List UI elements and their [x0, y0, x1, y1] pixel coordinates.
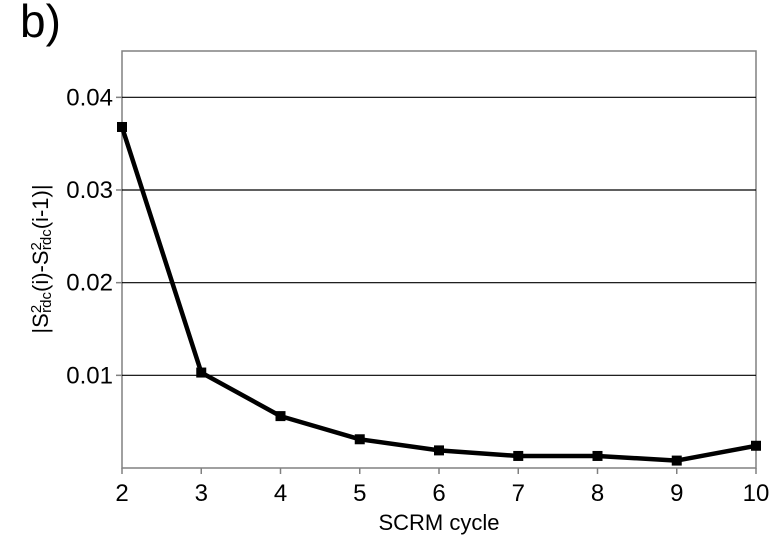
- data-point-marker: [117, 121, 127, 132]
- data-point-marker: [196, 367, 207, 378]
- y-tick-labels: 0.01 0.02 0.03 0.04: [66, 84, 113, 389]
- data-point-marker: [671, 455, 682, 466]
- x-tick-label: 6: [432, 480, 445, 507]
- y-axis-ticks: [116, 96, 122, 377]
- plot-area: [121, 50, 757, 469]
- y-tick-label: 0.01: [66, 362, 113, 389]
- data-point-marker: [751, 440, 761, 451]
- x-tick-label: 5: [353, 480, 366, 507]
- x-tick-label: 7: [512, 480, 525, 507]
- y-axis-title: |S2rdc(i)-S2rdc(i-1)|: [28, 184, 55, 333]
- data-point-marker: [513, 450, 524, 461]
- y-tick-label: 0.02: [66, 270, 113, 297]
- x-tick-label: 3: [195, 480, 208, 507]
- x-tick-label: 2: [115, 480, 128, 507]
- x-tick-label: 10: [743, 480, 769, 507]
- panel-label: b): [20, 0, 61, 47]
- y-tick-label: 0.03: [66, 177, 113, 204]
- gridlines: [122, 96, 756, 376]
- x-tick-label: 8: [591, 480, 604, 507]
- x-axis-title: SCRM cycle: [378, 510, 499, 535]
- series-markers: [117, 121, 761, 466]
- data-point-marker: [434, 445, 444, 456]
- y-tick-label: 0.04: [66, 84, 113, 111]
- x-tick-label: 4: [274, 480, 287, 507]
- x-axis-ticks: [121, 468, 757, 474]
- data-point-marker: [592, 450, 603, 461]
- data-point-marker: [275, 411, 286, 422]
- data-point-marker: [354, 434, 365, 445]
- x-tick-label: 9: [670, 480, 683, 507]
- x-tick-labels: 2 3 4 5 6 7 8 9 10: [115, 480, 769, 507]
